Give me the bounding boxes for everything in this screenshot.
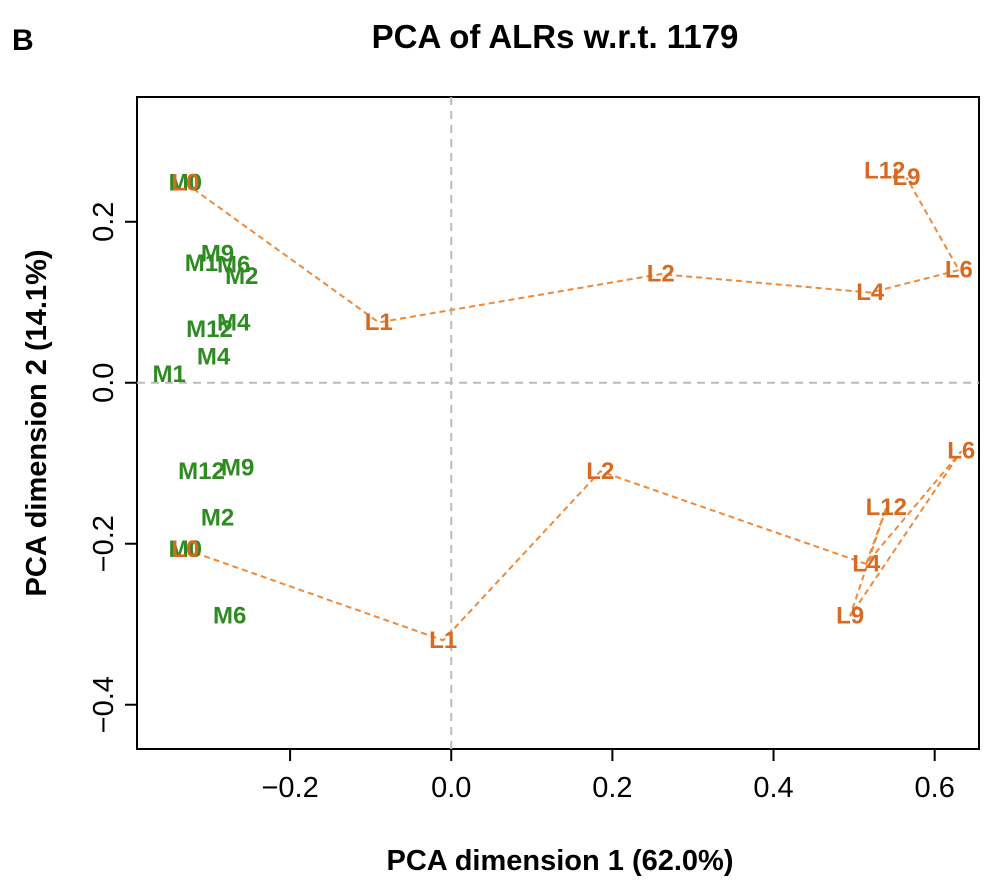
x-axis-label: PCA dimension 1 (62.0%) [386,845,733,877]
point-label-m12: M12 [186,316,233,343]
y-tick-label: 0.0 [88,363,120,403]
point-label-l0: L0 [171,536,199,563]
point-label-l2: L2 [586,458,614,485]
x-tick-label: 0.2 [592,772,632,804]
point-label-l4: L4 [856,279,885,306]
chart-title: PCA of ALRs w.r.t. 1179 [372,18,739,55]
point-label-l6: L6 [947,438,975,465]
point-label-l0: L0 [171,170,199,197]
x-tick-label: −0.2 [261,772,318,804]
point-label-l2: L2 [647,261,675,288]
point-label-m1: M1 [185,250,218,277]
point-label-l1: L1 [365,309,393,336]
y-axis-label: PCA dimension 2 (14.1%) [21,249,53,596]
x-tick-label: 0.4 [753,772,793,804]
panel-label: B [12,24,34,57]
trajectory-line-1 [184,177,961,324]
point-label-m2: M2 [201,504,234,531]
plot-frame [136,96,980,750]
x-tick-label: 0.6 [915,772,955,804]
y-tick-label: −0.2 [88,515,120,572]
point-label-m9: M9 [221,455,254,482]
point-label-m2: M2 [225,263,258,290]
point-label-l9: L9 [892,164,920,191]
point-label-m0: M0 [169,170,202,197]
point-label-m12: M12 [178,458,225,485]
point-label-m4: M4 [197,343,231,370]
point-label-m9: M9 [201,240,234,267]
point-label-l1: L1 [429,627,457,654]
point-label-l12: L12 [866,494,907,521]
point-label-l4: L4 [852,550,881,577]
point-label-l6: L6 [945,257,973,284]
point-label-l9: L9 [836,603,864,630]
trajectory-line-2 [184,450,963,642]
y-tick-label: −0.4 [88,676,120,733]
x-tick-label: 0.0 [431,772,471,804]
y-tick-label: 0.2 [88,202,120,242]
point-label-m4: M4 [217,310,251,337]
point-label-m1: M1 [153,361,186,388]
point-label-m0: M0 [169,536,202,563]
point-label-m6: M6 [217,252,250,279]
point-label-m6: M6 [213,603,246,630]
point-label-l12: L12 [864,158,905,185]
